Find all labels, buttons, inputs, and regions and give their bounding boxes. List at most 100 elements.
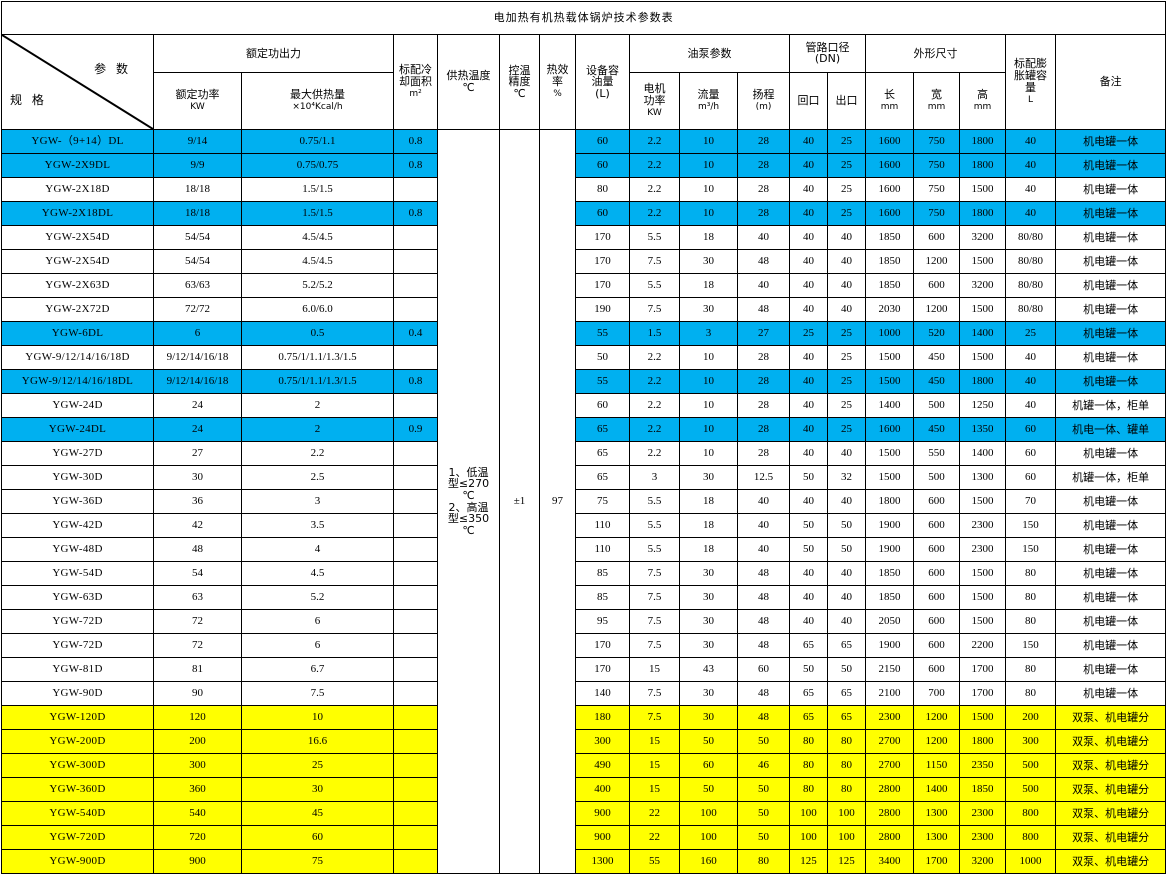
cell-oil-capacity: 170 (575, 249, 630, 274)
table-row[interactable]: YGW-81D 81 6.7 170 15 43 60 50 50 2150 600 1700 80 机电… (1, 657, 1166, 682)
cell-model: YGW-24D (1, 393, 154, 418)
cell-expansion-tank: 800 (1005, 801, 1056, 826)
cell-model: YGW-360D (1, 777, 154, 802)
cell-height: 1700 (959, 657, 1006, 682)
table-row[interactable]: YGW-2X18D 18/18 1.5/1.5 80 2.2 10 28 40 25 1600 75… (1, 177, 1166, 202)
cell-cooling-area (393, 249, 438, 274)
table-row[interactable]: YGW-24DL 24 2 0.9 65 2.2 10 28 40 25 1600 450 1350 60… (1, 417, 1166, 442)
table-row[interactable]: YGW-6DL 6 0.5 0.4 55 1.5 3 27 25 25 1000 520 1400 25 机… (1, 321, 1166, 346)
cell-width: 1300 (913, 801, 960, 826)
cell-model: YGW-2X63D (1, 273, 154, 298)
table-row[interactable]: YGW-72D 72 6 170 7.5 30 48 65 65 1900 600 2200 150 机电… (1, 633, 1166, 658)
table-row[interactable]: YGW-300D 300 25 490 15 60 46 80 80 2700 1150 2350 50… (1, 753, 1166, 778)
table-row[interactable]: YGW-63D 63 5.2 85 7.5 30 48 40 40 1850 600 1500 80 机电… (1, 585, 1166, 610)
table-row[interactable]: YGW-9/12/14/16/18D 9/12/14/16/18 0.75/1/1.… (1, 345, 1166, 370)
table-row[interactable]: YGW-2X63D 63/63 5.2/5.2 170 5.5 18 40 40 40 1850 6… (1, 273, 1166, 298)
table-row[interactable]: YGW-36D 36 3 75 5.5 18 40 40 40 1800 600 1500 70 机电罐一… (1, 489, 1166, 514)
cell-expansion-tank: 200 (1005, 705, 1056, 730)
cell-max-heat: 4.5/4.5 (241, 225, 394, 250)
table-row[interactable]: YGW-120D 120 10 180 7.5 30 48 65 65 2300 1200 1500 2… (1, 705, 1166, 730)
cell-height: 2300 (959, 801, 1006, 826)
cell-expansion-tank: 150 (1005, 633, 1056, 658)
cell-pipe-outlet: 40 (827, 609, 866, 634)
cell-flow: 100 (679, 801, 738, 826)
cell-rated-power: 54/54 (153, 225, 242, 250)
table-row[interactable]: YGW-720D 720 60 900 22 100 50 100 100 2800 1300 230… (1, 825, 1166, 850)
cell-pipe-return: 40 (789, 561, 828, 586)
header-remark: 备注 (1054, 34, 1166, 130)
header-motor-power: 电机 功率 KW (629, 71, 680, 131)
header-flow: 流量 m³/h (679, 71, 738, 131)
table-row[interactable]: YGW-2X9DL 9/9 0.75/0.75 0.8 60 2.2 10 28 40 25 160… (1, 153, 1166, 178)
table-row[interactable]: YGW-540D 540 45 900 22 100 50 100 100 2800 1300 230… (1, 801, 1166, 826)
cell-head: 48 (737, 249, 790, 274)
table-row[interactable]: YGW-200D 200 16.6 300 15 50 50 80 80 2700 1200 1800… (1, 729, 1166, 754)
cell-oil-capacity: 60 (575, 129, 630, 154)
table-row[interactable]: YGW-72D 72 6 95 7.5 30 48 40 40 2050 600 1500 80 机电罐一… (1, 609, 1166, 634)
cell-pipe-outlet: 50 (827, 657, 866, 682)
table-row[interactable]: YGW-42D 42 3.5 110 5.5 18 40 50 50 1900 600 2300 150… (1, 513, 1166, 538)
cell-pipe-return: 40 (789, 225, 828, 250)
cell-pipe-outlet: 100 (827, 801, 866, 826)
cell-pipe-outlet: 25 (827, 393, 866, 418)
header-pipe-return: 回口 (789, 71, 828, 131)
table-row[interactable]: YGW-24D 24 2 60 2.2 10 28 40 25 1400 500 1250 40 机罐一体… (1, 393, 1166, 418)
table-row[interactable]: YGW-2X18DL 18/18 1.5/1.5 0.8 60 2.2 10 28 40 25 16… (1, 201, 1166, 226)
cell-pipe-return: 40 (789, 369, 828, 394)
table-row[interactable]: YGW-54D 54 4.5 85 7.5 30 48 40 40 1850 600 1500 80 机电… (1, 561, 1166, 586)
table-row[interactable]: YGW-360D 360 30 400 15 50 50 80 80 2800 1400 1850 50… (1, 777, 1166, 802)
cell-flow: 50 (679, 729, 738, 754)
header-rated-power: 额定功率 KW (153, 71, 242, 131)
cell-pipe-outlet: 25 (827, 201, 866, 226)
cell-head: 40 (737, 513, 790, 538)
table-row[interactable]: YGW-2X72D 72/72 6.0/6.0 190 7.5 30 48 40 40 2030 1… (1, 297, 1166, 322)
cell-flow: 10 (679, 345, 738, 370)
cell-height: 2300 (959, 537, 1006, 562)
cell-cooling-area (393, 441, 438, 466)
cell-flow: 30 (679, 705, 738, 730)
table-row[interactable]: YGW-2X54D 54/54 4.5/4.5 170 7.5 30 48 40 40 1850 1… (1, 249, 1166, 274)
cell-length: 1000 (865, 321, 914, 346)
cell-head: 48 (737, 561, 790, 586)
table-row[interactable]: YGW-48D 48 4 110 5.5 18 40 50 50 1900 600 2300 150 机电… (1, 537, 1166, 562)
cell-rated-power: 9/12/14/16/18 (153, 345, 242, 370)
cell-height: 1400 (959, 321, 1006, 346)
table-row[interactable]: YGW-27D 27 2.2 65 2.2 10 28 40 40 1500 550 1400 60 机电… (1, 441, 1166, 466)
cell-height: 1800 (959, 369, 1006, 394)
cell-flow: 50 (679, 777, 738, 802)
table-row[interactable]: YGW-90D 90 7.5 140 7.5 30 48 65 65 2100 700 1700 80 机… (1, 681, 1166, 706)
cell-remark: 机电罐一体 (1054, 561, 1166, 586)
cell-flow: 10 (679, 153, 738, 178)
cell-pipe-outlet: 80 (827, 729, 866, 754)
cell-width: 700 (913, 681, 960, 706)
cell-flow: 18 (679, 489, 738, 514)
cell-length: 1500 (865, 441, 914, 466)
cell-cooling-area (393, 393, 438, 418)
table-row[interactable]: YGW-9/12/14/16/18DL 9/12/14/16/18 0.75/1/1… (1, 369, 1166, 394)
cell-remark: 机电一体、罐单 (1054, 417, 1166, 442)
cell-head: 48 (737, 633, 790, 658)
cell-max-heat: 4 (241, 537, 394, 562)
cell-rated-power: 54 (153, 561, 242, 586)
table-row[interactable]: YGW-2X54D 54/54 4.5/4.5 170 5.5 18 40 40 40 1850 6… (1, 225, 1166, 250)
table-row[interactable]: YGW-900D 900 75 1300 55 160 80 125 125 3400 1700 32… (1, 849, 1166, 874)
cell-expansion-tank: 60 (1005, 441, 1056, 466)
header-dimensions-group: 外形尺寸 (865, 34, 1006, 73)
cell-temp-accuracy-merged: ±1 (499, 129, 540, 874)
cell-head: 40 (737, 537, 790, 562)
cell-rated-power: 200 (153, 729, 242, 754)
cell-flow: 18 (679, 273, 738, 298)
cell-pipe-return: 40 (789, 297, 828, 322)
table-row[interactable]: YGW-（9+14）DL 9/14 0.75/1.1 0.8 1、低温 型≤270 ℃ 2、高… (1, 129, 1166, 874)
cell-oil-capacity: 95 (575, 609, 630, 634)
cell-motor-power: 5.5 (629, 537, 680, 562)
table-row[interactable]: YGW-30D 30 2.5 65 3 30 12.5 50 32 1500 500 1300 60 机罐… (1, 465, 1166, 490)
cell-length: 1850 (865, 225, 914, 250)
cell-head: 28 (737, 393, 790, 418)
cell-remark: 双泵、机电罐分 (1054, 777, 1166, 802)
header-rated-output-group: 额定功出力 (153, 34, 394, 73)
cell-model: YGW-42D (1, 513, 154, 538)
cell-max-heat: 6.7 (241, 657, 394, 682)
cell-rated-power: 24 (153, 417, 242, 442)
